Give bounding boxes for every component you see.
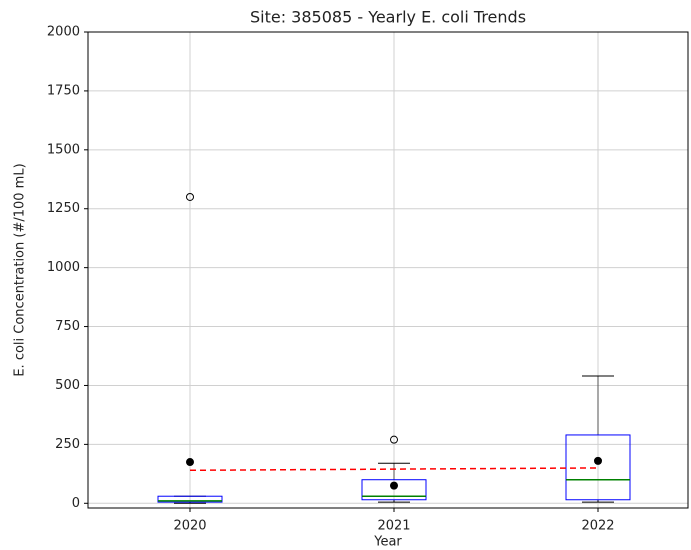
y-tick-label: 250: [55, 437, 80, 452]
y-axis-label: E. coli Concentration (#/100 mL): [13, 163, 28, 376]
mean-marker: [186, 458, 194, 467]
box: [157, 495, 223, 503]
x-axis-label: Year: [373, 535, 402, 550]
box: [565, 434, 631, 501]
x-tick-label: 2020: [173, 519, 206, 534]
y-tick-label: 500: [55, 378, 80, 393]
y-tick-label: 750: [55, 319, 80, 334]
x-tick-label: 2022: [581, 519, 614, 534]
box: [361, 479, 427, 501]
plot-frame: [87, 31, 689, 509]
y-tick-label: 1500: [47, 142, 80, 157]
y-tick-label: 1000: [47, 260, 80, 275]
outlier: [186, 192, 194, 201]
chart-title: Site: 385085 - Yearly E. coli Trends: [250, 8, 526, 27]
mean-marker: [390, 481, 398, 490]
y-tick-label: 0: [72, 496, 80, 511]
y-tick-label: 1750: [47, 83, 80, 98]
outlier: [390, 435, 398, 444]
trend-line: [189, 467, 599, 472]
y-tick-label: 2000: [47, 25, 80, 40]
y-tick-label: 1250: [47, 201, 80, 216]
mean-marker: [594, 456, 602, 465]
x-tick-label: 2021: [377, 519, 410, 534]
